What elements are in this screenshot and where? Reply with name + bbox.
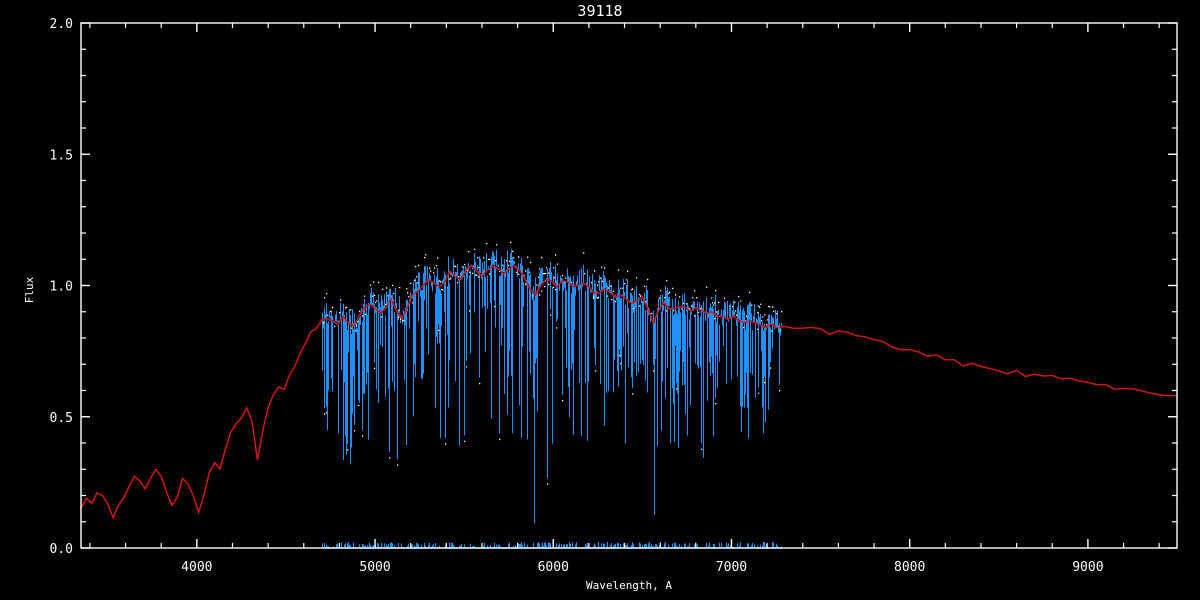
axis-tick-labels: 4000 5000 6000 7000 8000 9000 0.0 0.5 1.0 1.5 2.0 — [50, 17, 1104, 575]
x-tick-label: 5000 — [359, 560, 390, 575]
y-tick-label: 1.5 — [50, 148, 73, 163]
y-tick-label: 0.5 — [50, 411, 73, 426]
x-tick-label: 6000 — [538, 560, 569, 575]
x-tick-label: 7000 — [716, 560, 747, 575]
x-axis-label: Wavelength, A — [586, 579, 672, 592]
axis-ticks — [81, 22, 1177, 549]
y-axis-label: Flux — [23, 276, 36, 303]
y-tick-label: 2.0 — [50, 17, 73, 32]
y-tick-label: 0.0 — [50, 542, 73, 557]
x-tick-label: 8000 — [894, 560, 925, 575]
x-tick-label: 9000 — [1072, 560, 1103, 575]
chart-title: 39118 — [577, 2, 622, 20]
y-tick-label: 1.0 — [50, 280, 73, 295]
model-spectrum-series — [80, 264, 1177, 520]
x-tick-label: 4000 — [181, 560, 212, 575]
